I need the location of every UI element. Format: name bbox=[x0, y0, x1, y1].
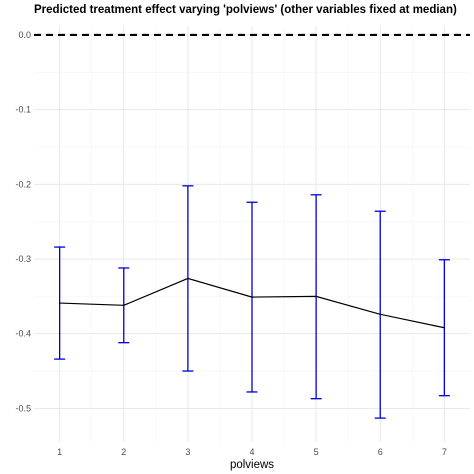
x-tick-label: 1 bbox=[57, 447, 62, 457]
y-axis-ticks: 0.0 -0.1 -0.2 -0.3 -0.4 -0.5 bbox=[15, 30, 31, 413]
x-tick-label: 6 bbox=[378, 447, 383, 457]
y-tick-label: -0.1 bbox=[15, 105, 31, 115]
y-tick-label: -0.2 bbox=[15, 179, 31, 189]
data-point bbox=[443, 327, 445, 329]
x-tick-label: 5 bbox=[314, 447, 319, 457]
y-tick-label: -0.3 bbox=[15, 254, 31, 264]
data-point bbox=[379, 313, 381, 315]
x-tick-label: 2 bbox=[121, 447, 126, 457]
y-tick-label: -0.4 bbox=[15, 329, 31, 339]
prediction-series bbox=[59, 277, 445, 329]
x-tick-label: 7 bbox=[442, 447, 447, 457]
x-tick-label: 4 bbox=[249, 447, 254, 457]
data-point bbox=[123, 304, 125, 306]
data-point bbox=[59, 302, 61, 304]
chart-title: Predicted treatment effect varying 'polv… bbox=[34, 4, 457, 16]
data-point bbox=[187, 277, 189, 280]
data-point bbox=[251, 296, 253, 298]
y-tick-label: 0.0 bbox=[18, 30, 31, 40]
y-tick-label: -0.5 bbox=[15, 403, 31, 413]
x-tick-label: 3 bbox=[185, 447, 190, 457]
data-point bbox=[315, 295, 317, 297]
x-axis-label: polviews bbox=[230, 459, 274, 471]
x-axis-ticks: 1 2 3 4 5 6 7 bbox=[57, 447, 447, 457]
